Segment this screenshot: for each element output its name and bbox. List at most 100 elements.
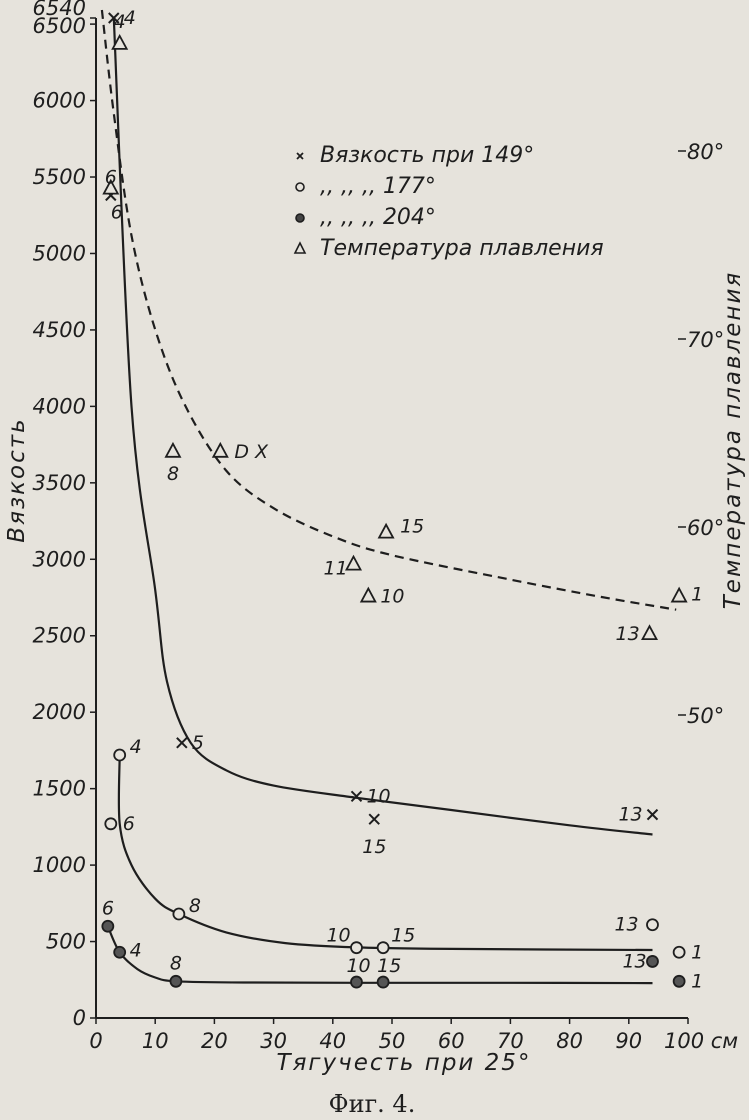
y-tick-label: 6500 [33, 14, 86, 38]
point-label: 6 [123, 813, 135, 835]
series-curve-0 [112, 17, 653, 836]
point-label: 8 [167, 463, 179, 485]
point-label: 6 [102, 897, 114, 919]
series-0-point [108, 12, 120, 24]
point-label: 1 [691, 584, 703, 606]
series-1-point [172, 907, 186, 921]
point-label: 15 [400, 516, 424, 538]
point-label: 11 [324, 558, 348, 580]
point-label: 10 [366, 785, 390, 807]
series-1-point [350, 941, 363, 955]
point-label: 15 [391, 925, 415, 947]
legend-marker [296, 152, 304, 160]
y-tick-label: 4000 [33, 394, 86, 418]
y2-axis-title: Температура плавления [720, 271, 746, 610]
point-label: 8 [189, 895, 201, 917]
y-tick-label: 3000 [33, 547, 86, 571]
series-2-point [376, 975, 390, 989]
series-3-point [111, 33, 129, 50]
legend-marker [293, 241, 307, 254]
point-label: 13 [618, 804, 642, 826]
y-tick-label: 3500 [33, 471, 86, 495]
figure-caption: Фиг. 4. [329, 1090, 416, 1118]
series-3-point [102, 178, 120, 195]
series-curve-2 [106, 925, 653, 985]
series-1-point [113, 748, 127, 762]
y-tick-label: 500 [46, 930, 86, 954]
y-tick-label: 6540 [33, 0, 86, 20]
y-axis-title: Вязкость [4, 417, 30, 542]
x-tick-label: 40 [319, 1029, 346, 1053]
point-label: 4 [130, 939, 142, 961]
series-2-point [169, 974, 183, 988]
y-tick-label: 0 [73, 1006, 86, 1030]
point-label: 1 [691, 970, 703, 992]
y2-tick-label: 70° [687, 328, 724, 352]
x-axis-title: Тягучесть при 25° [277, 1050, 532, 1076]
series-3-point [359, 586, 377, 603]
point-label: 13 [616, 623, 640, 645]
x-tick-label: 20 [201, 1029, 228, 1053]
y-tick-label: 1500 [33, 777, 86, 801]
point-label: D X [234, 441, 269, 463]
point-label: 6 [111, 202, 123, 224]
x-tick-label: 90 [615, 1029, 642, 1053]
series-0-point [176, 737, 188, 749]
legend-entry: ,, ,, ,, 177° [320, 174, 436, 199]
series-0-point [368, 813, 380, 825]
x-tick-label: 60 [438, 1029, 465, 1053]
point-label: 5 [192, 732, 204, 754]
series-2-point [350, 975, 363, 989]
y2-tick-label: 80° [687, 140, 724, 164]
series-3-point [377, 522, 395, 539]
series-2-point [672, 974, 686, 988]
series-3-point [164, 441, 182, 458]
series-2-point [646, 955, 659, 968]
point-label: 10 [326, 925, 350, 947]
x-tick-label: 0 [89, 1029, 102, 1053]
x-tick-label: 100 см [664, 1029, 738, 1053]
series-1-point [376, 941, 390, 955]
legend-marker [295, 213, 305, 223]
point-label: 15 [377, 955, 401, 977]
series-0-point [646, 808, 659, 821]
series-curve-1 [117, 754, 653, 952]
x-tick-label: 80 [556, 1029, 583, 1053]
series-2-point [101, 919, 115, 933]
point-label: 4 [124, 7, 136, 29]
y-tick-label: 5500 [33, 165, 86, 189]
legend: Вязкость при 149° ,, ,, ,, 177° ,, ,, ,, 2… [293, 143, 604, 261]
y2-tick-label: 60° [687, 516, 724, 540]
series-3-point [345, 554, 363, 571]
markers [101, 12, 688, 989]
y2-tick-label: 50° [687, 704, 724, 728]
y-tick-label: 2500 [33, 624, 86, 648]
x-tick-label: 70 [497, 1029, 524, 1053]
legend-entry: Вязкость при 149° [320, 143, 534, 168]
point-label: 13 [614, 914, 638, 936]
x-tick-label: 10 [142, 1029, 169, 1053]
series-curve-3 [100, 9, 677, 611]
series-2-point [113, 945, 127, 959]
y-tick-label: 4500 [33, 318, 86, 342]
axes: 0500100015002000250030003500400045005000… [33, 0, 739, 1053]
series-3-point [670, 586, 688, 603]
series-1-point [646, 918, 659, 932]
legend-entry: ,, ,, ,, 204° [320, 205, 436, 230]
point-label: 4 [130, 736, 142, 758]
y-tick-label: 2000 [33, 700, 86, 724]
point-label: 10 [346, 955, 370, 977]
legend-marker [295, 182, 305, 192]
series-1-point [104, 817, 118, 831]
y-tick-label: 5000 [33, 241, 86, 265]
point-label: 15 [362, 836, 386, 858]
series-3-point [641, 624, 659, 641]
x-tick-label: 50 [379, 1029, 406, 1053]
y-tick-label: 1000 [33, 853, 86, 877]
point-label: 1 [691, 941, 703, 963]
x-tick-label: 30 [260, 1029, 287, 1053]
series-3-point [211, 441, 229, 458]
series-0-point [350, 790, 363, 802]
series-1-point [672, 945, 686, 959]
